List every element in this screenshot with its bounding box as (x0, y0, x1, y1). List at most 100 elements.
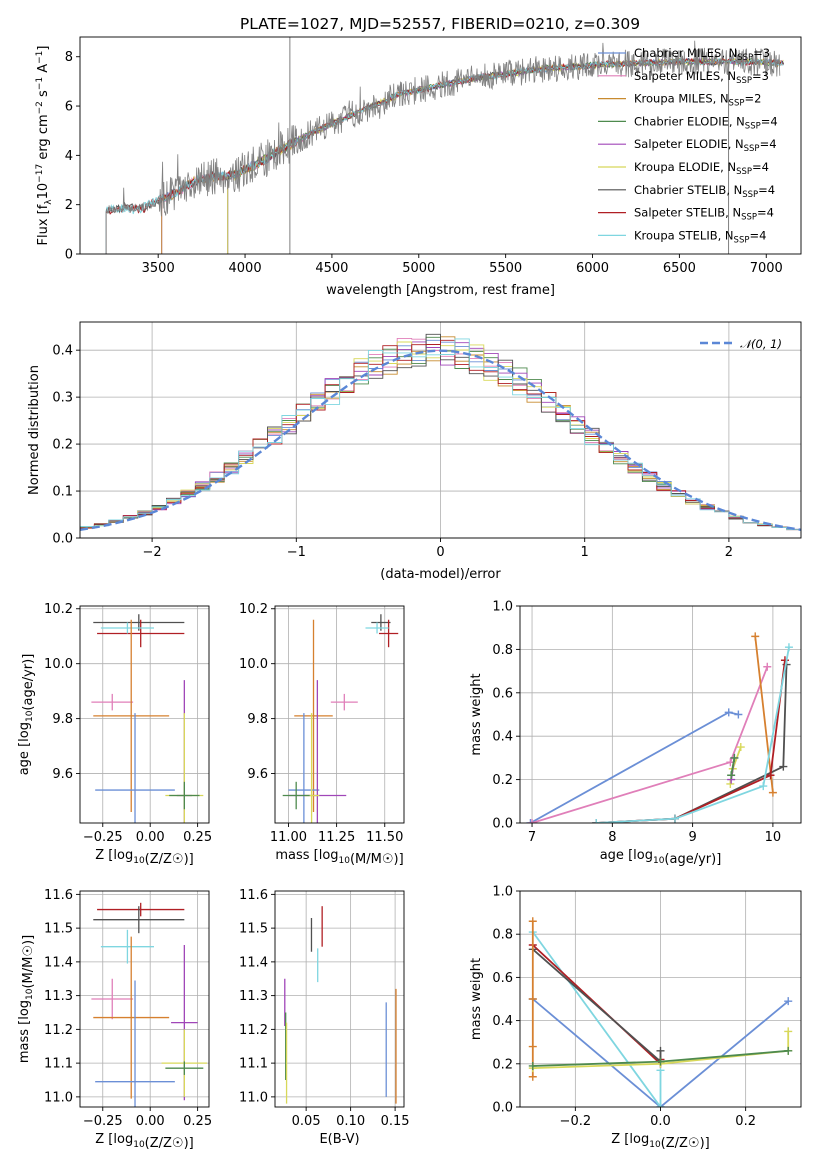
y-tick-label: 6 (65, 100, 73, 115)
axes-frame (79, 605, 210, 824)
y-tick-label: 11.2 (44, 1023, 73, 1038)
errorbar-point (165, 1061, 204, 1075)
y-tick-label: 0.2 (492, 773, 513, 788)
plus-marker (528, 819, 537, 823)
x-tick-label: 4000 (229, 261, 262, 276)
errorbar-point (97, 619, 185, 648)
plus-marker (784, 1046, 793, 1055)
panel-massweight-vs-Z: −0.2 0.0 0.2 0.0 0.2 0.4 0.6 0.8 1.0 Z [log10(Z/Z… (469, 885, 802, 1151)
x-tick-label: 6500 (663, 261, 696, 276)
model-spectrum-line (227, 57, 784, 254)
plus-marker (784, 1027, 793, 1036)
mass-weight-line (532, 931, 662, 1107)
y-tick-label: 11.6 (44, 888, 73, 903)
x-tick-label: 6000 (576, 261, 609, 276)
y-tick-label: 11.1 (44, 1057, 73, 1072)
panel-massweight-vs-age: 7 8 9 10 0.0 0.2 0.4 0.6 0.8 1.0 age [log10(age/yr… (469, 600, 802, 867)
legend-label: Kroupa MILES, NSSP=2 (634, 92, 761, 109)
x-tick-label: 0.10 (336, 1114, 365, 1129)
plus-marker (528, 1061, 537, 1070)
errorbar-point (282, 781, 310, 810)
plus-marker (768, 788, 777, 797)
y-axis-label: mass weight (469, 673, 484, 755)
y-tick-label: 0.3 (52, 391, 73, 406)
mass-weight-line (596, 647, 790, 823)
legend-label: Salpeter ELODIE, NSSP=4 (634, 137, 777, 154)
y-tick-label: 10.0 (44, 657, 73, 672)
figure-title: PLATE=1027, MJD=52557, FIBERID=0210, z=0… (240, 15, 640, 33)
x-axis-label: Z [log10(Z/Z☉)] (95, 1132, 193, 1151)
plus-marker (592, 819, 601, 823)
plus-marker (736, 743, 745, 752)
y-tick-label: 11.0 (44, 1090, 73, 1105)
panel-mass-vs-Z: −0.25 0.00 0.25 11.0 11.1 11.2 11.3 11.4 11.5 11.… (17, 888, 212, 1151)
observed-spectrum-line (105, 40, 781, 254)
panel-mass-vs-ebv: 0.05 0.10 0.15 11.0 11.1 11.2 11.3 11.4 11.5 11.6… (239, 888, 410, 1147)
model-spectrum-line (161, 57, 784, 254)
y-tick-label: 11.6 (239, 888, 268, 903)
y-tick-label: 0.8 (492, 928, 513, 943)
x-tick-label: 8 (608, 830, 616, 845)
axes-frame (79, 36, 802, 255)
x-tick-label: 1 (581, 545, 589, 560)
errorbar-point (93, 936, 170, 1099)
y-tick-label: 8 (65, 50, 73, 65)
plot-area (282, 614, 399, 823)
plus-marker (528, 917, 537, 926)
x-axis-label: (data-model)/error (380, 567, 501, 582)
x-tick-label: 10 (765, 830, 782, 845)
y-tick-label: 9.6 (247, 767, 268, 782)
y-tick-label: 0.4 (52, 344, 73, 359)
y-axis-label: Normed distribution (27, 365, 42, 495)
y-tick-label: 10.2 (44, 602, 73, 617)
y-tick-label: 9.8 (52, 712, 73, 727)
plot-area (80, 333, 801, 533)
plus-marker (751, 632, 760, 641)
model-spectrum-line (227, 57, 784, 254)
plus-marker (766, 771, 775, 780)
normal-distribution-curve (80, 349, 801, 531)
y-tick-label: 11.3 (44, 989, 73, 1004)
plus-marker (759, 782, 768, 791)
y-tick-label: 11.5 (239, 922, 268, 937)
mass-weight-line (532, 1031, 790, 1069)
errorbar-point (330, 693, 358, 711)
legend-label: Salpeter STELIB, NSSP=4 (634, 206, 774, 223)
plot-area (526, 632, 793, 823)
plus-marker (784, 997, 793, 1006)
y-tick-label: 11.4 (44, 955, 73, 970)
x-tick-label: 5500 (489, 261, 522, 276)
x-axis-label: age [log10(age/yr)] (600, 848, 722, 867)
panel-age-vs-mass: 11.00 11.25 11.50 9.6 9.8 10.0 10.2 mass [log10… (239, 602, 405, 867)
model-spectrum-line (161, 56, 784, 254)
errorbar-point (378, 619, 399, 648)
errorbar-point (93, 619, 170, 813)
panel-age-vs-Z: −0.25 0.00 0.25 9.6 9.8 10.0 10.2 Z [log10(Z/Z☉… (17, 602, 212, 867)
plus-marker (779, 762, 788, 771)
plot-area (105, 37, 785, 254)
y-tick-label: 0.2 (492, 1057, 513, 1072)
plus-marker (528, 1042, 537, 1051)
y-tick-label: 0.0 (492, 817, 513, 832)
plot-area (91, 614, 204, 823)
x-tick-label: −2 (143, 545, 162, 560)
y-tick-label: 2 (65, 198, 73, 213)
errorbar-point (294, 619, 333, 813)
plus-marker (730, 753, 739, 762)
y-tick-label: 0.4 (492, 1014, 513, 1029)
mass-weight-line (532, 948, 662, 1064)
x-tick-label: 9 (688, 830, 696, 845)
x-tick-label: 0.15 (381, 1114, 410, 1129)
plus-marker (784, 643, 793, 652)
x-tick-label: 0.05 (292, 1114, 321, 1129)
plus-marker (727, 771, 736, 780)
x-tick-label: 5000 (402, 261, 435, 276)
x-tick-label: 2 (725, 545, 733, 560)
mass-weight-line (754, 636, 774, 793)
y-tick-label: 9.8 (247, 712, 268, 727)
axes-frame (79, 890, 210, 1108)
y-tick-label: 11.0 (239, 1090, 268, 1105)
x-tick-label: −0.25 (83, 1114, 123, 1129)
x-axis-label: Z [log10(Z/Z☉)] (95, 848, 193, 867)
y-tick-label: 11.3 (239, 989, 268, 1004)
